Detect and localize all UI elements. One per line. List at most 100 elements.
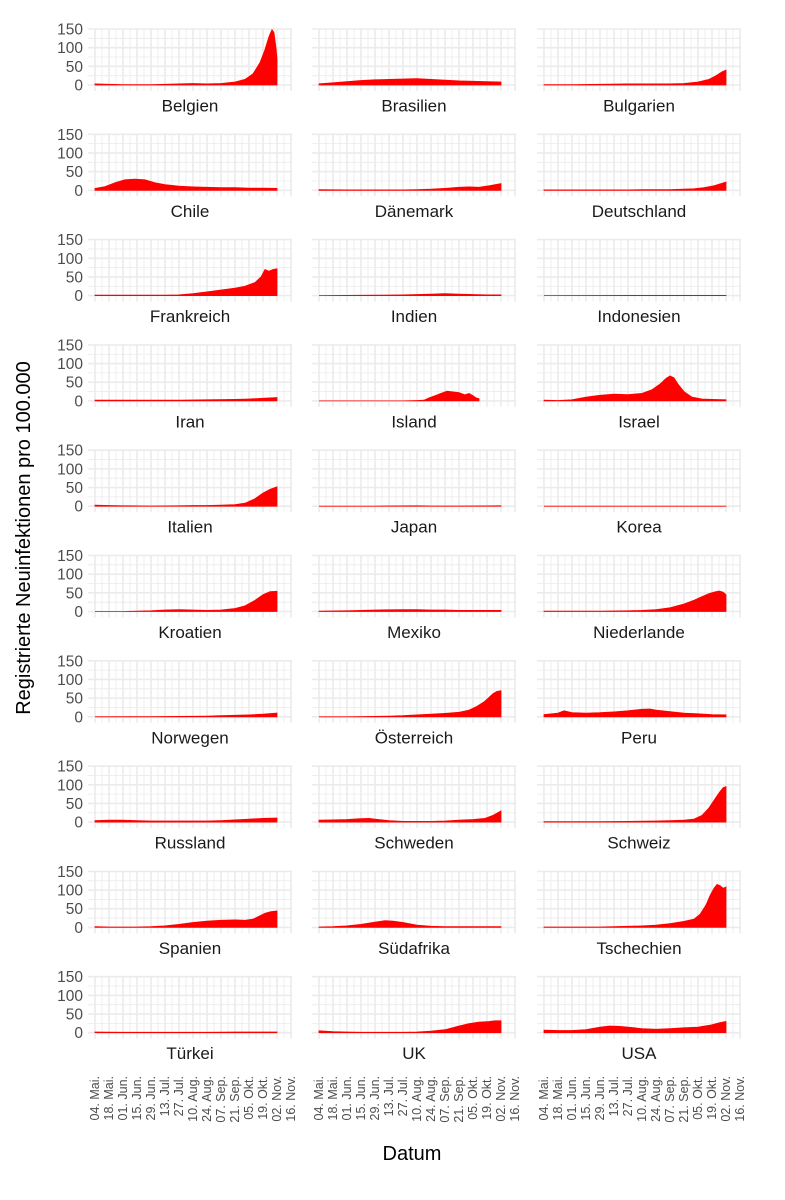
area-series — [318, 1020, 502, 1034]
x-tick-label: 19. Okt. — [480, 1076, 494, 1120]
y-tick-label: 100 — [57, 777, 83, 794]
area-series — [543, 786, 727, 823]
x-tick-label: 10. Aug. — [635, 1076, 649, 1122]
x-tick-label: 21. Sep. — [452, 1076, 466, 1123]
x-tick-label: 21. Sep. — [677, 1076, 691, 1123]
y-tick-label: 50 — [66, 585, 84, 602]
y-tick-label: 150 — [57, 337, 83, 354]
area-series — [318, 78, 502, 86]
y-tick-label: 100 — [57, 461, 83, 478]
facet-panel: 050 100 150 Norwegen — [57, 653, 292, 747]
y-tick-label: 0 — [74, 604, 83, 621]
facet-panel: Israel — [537, 344, 741, 431]
facet-panel: Brasilien — [312, 28, 516, 116]
facet-label: Korea — [616, 518, 662, 537]
area-series — [95, 590, 278, 612]
y-tick-label: 150 — [57, 127, 83, 144]
facet-label: Österreich — [375, 728, 453, 747]
x-tick-label: 07. Sep. — [214, 1076, 228, 1123]
facet-panel: UK — [312, 975, 516, 1063]
x-tick-label: 10. Aug. — [186, 1076, 200, 1122]
facet-panel: Japan — [312, 449, 516, 537]
x-tick-label: 16. Nov. — [508, 1076, 522, 1122]
facet-panel: Dänemark — [312, 133, 516, 221]
area-series — [94, 268, 278, 296]
facet-label: Indien — [391, 307, 437, 326]
x-tick-label: 05. Okt. — [691, 1076, 705, 1120]
facet-panel: Peru — [537, 659, 741, 747]
x-tick-label: 16. Nov. — [733, 1076, 747, 1122]
facet-label: Belgien — [162, 97, 219, 116]
area-series — [543, 181, 727, 191]
facet-label: Bulgarien — [603, 97, 675, 116]
x-tick-label: 16. Nov. — [284, 1076, 298, 1122]
facet-label: Schweden — [374, 834, 453, 853]
area-series — [94, 712, 278, 718]
facet-label: Chile — [171, 202, 210, 221]
y-tick-label: 0 — [74, 183, 83, 200]
area-series — [318, 293, 502, 296]
x-tick-label: 01. Jun. — [340, 1076, 354, 1120]
area-series — [318, 920, 502, 928]
facet-panel: Indien — [312, 238, 516, 326]
x-tick-label: 29. Jun. — [593, 1076, 607, 1120]
facet-label: Peru — [621, 728, 657, 747]
x-tick-label: 19. Okt. — [705, 1076, 719, 1120]
facet-panel: 050 100 150 Türkei — [57, 969, 292, 1063]
facet-label: Indonesien — [597, 307, 680, 326]
area-series — [543, 375, 727, 402]
y-tick-label: 50 — [66, 269, 84, 286]
facet-panel: Niederlande — [537, 554, 741, 642]
x-tick-label: 05. Okt. — [466, 1076, 480, 1120]
area-series — [94, 397, 278, 402]
facet-panel: Mexiko — [312, 554, 516, 642]
y-tick-label: 50 — [66, 1007, 84, 1024]
facet-panel: Island — [312, 344, 516, 431]
facet-label: Schweiz — [607, 834, 670, 853]
x-tick-label: 24. Aug. — [424, 1076, 438, 1122]
facet-panel: Österreich — [312, 659, 516, 747]
x-tick-label: 15. Jun. — [130, 1076, 144, 1120]
facet-label: UK — [402, 1044, 426, 1063]
y-tick-label: 0 — [74, 709, 83, 726]
y-tick-label: 100 — [57, 145, 83, 162]
y-tick-label: 50 — [66, 375, 84, 392]
x-tick-label: 04. Mai. — [88, 1076, 102, 1120]
y-tick-label: 0 — [74, 78, 83, 95]
x-tick-label: 18. Mai. — [102, 1076, 116, 1120]
y-tick-label: 0 — [74, 1025, 83, 1042]
y-tick-label: 50 — [66, 164, 84, 181]
y-axis-title: Registrierte Neuinfektionen pro 100.000 — [13, 361, 35, 715]
area-series — [318, 609, 502, 612]
y-tick-label: 100 — [57, 672, 83, 689]
facet-label: Deutschland — [592, 202, 687, 221]
x-tick-label: 18. Mai. — [326, 1076, 340, 1120]
facet-label: Niederlande — [593, 623, 685, 642]
facet-label: Russland — [155, 834, 226, 853]
x-tick-label: 27. Jul. — [172, 1076, 186, 1116]
x-tick-label: 21. Sep. — [228, 1076, 242, 1123]
x-tick-label: 02. Nov. — [719, 1076, 733, 1122]
x-tick-label: 27. Jul. — [396, 1076, 410, 1116]
area-series — [543, 708, 727, 718]
x-axis-title: Datum — [383, 1143, 442, 1165]
x-tick-label: 02. Nov. — [270, 1076, 284, 1122]
facet-label: USA — [622, 1044, 658, 1063]
y-tick-label: 100 — [57, 988, 83, 1005]
area-series — [94, 28, 278, 86]
area-series — [318, 810, 502, 823]
facet-label: Mexiko — [387, 623, 441, 642]
x-tick-label: 24. Aug. — [649, 1076, 663, 1122]
facet-label: Iran — [175, 412, 204, 431]
area-series — [319, 690, 502, 718]
area-series — [543, 1021, 727, 1034]
x-tick-label: 04. Mai. — [312, 1076, 326, 1120]
x-tick-label: 13. Jul. — [382, 1076, 396, 1116]
x-tick-label: 19. Okt. — [256, 1076, 270, 1120]
facet-label: Italien — [167, 518, 212, 537]
